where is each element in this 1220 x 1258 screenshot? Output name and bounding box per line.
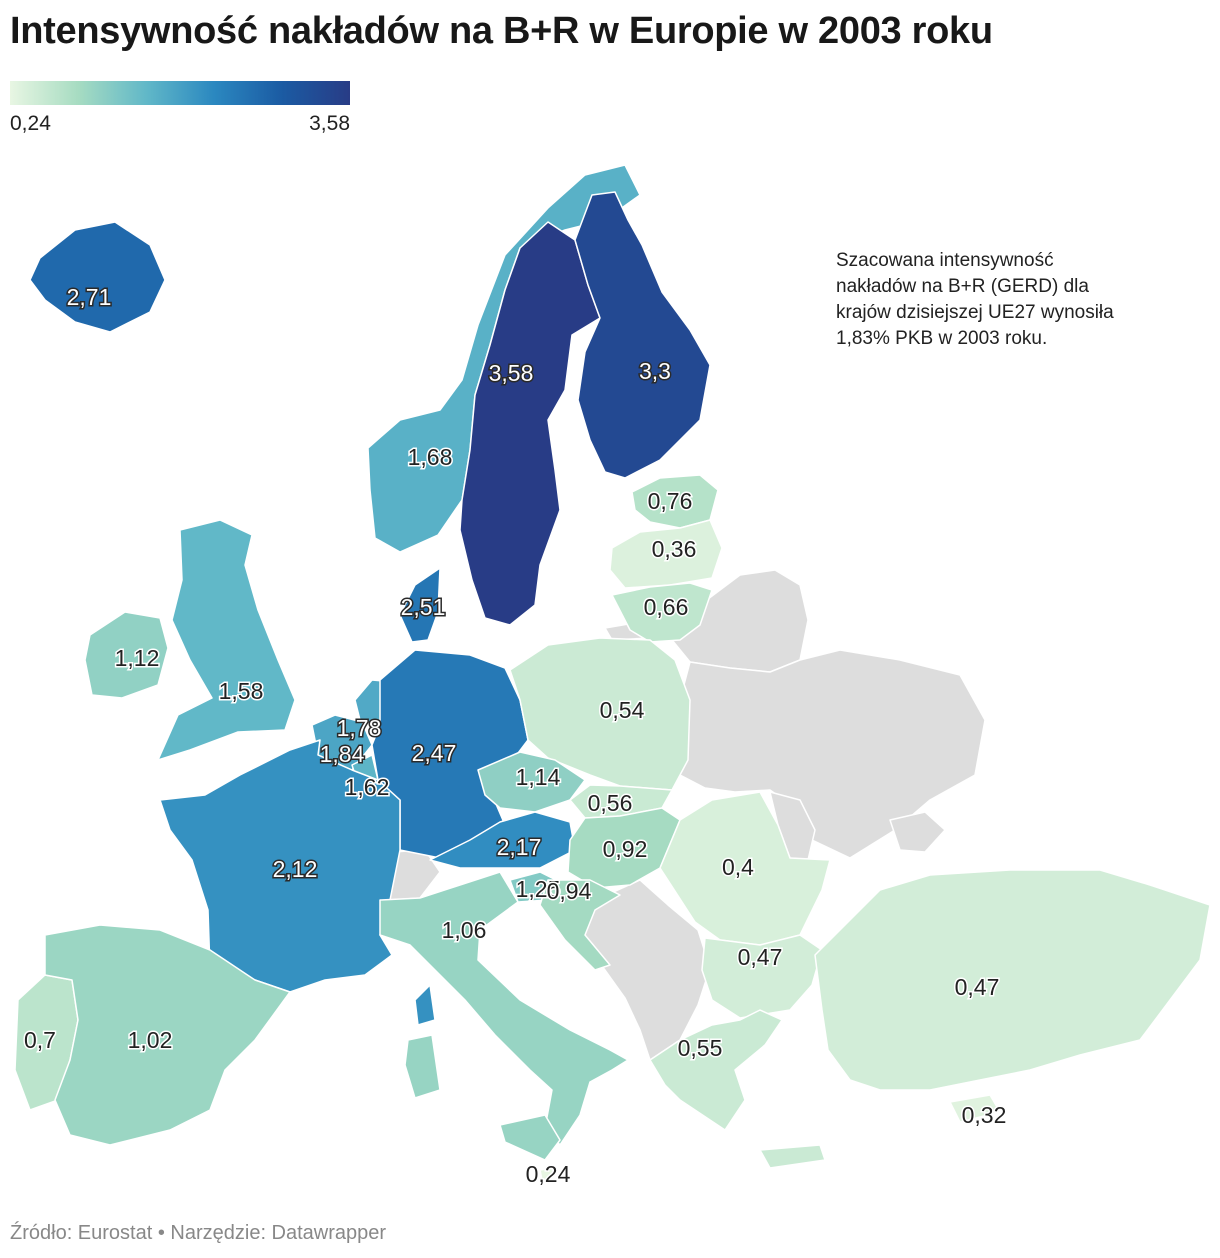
value-label-si: 1,25: [516, 876, 561, 902]
country-ie[interactable]: [84, 611, 169, 699]
country-tr[interactable]: [814, 869, 1211, 1091]
country-hr[interactable]: [539, 879, 621, 971]
value-label-mt: 0,24: [526, 1161, 571, 1187]
value-label-de: 2,47: [412, 740, 457, 766]
value-label-cz: 1,14: [516, 764, 561, 790]
value-label-tr: 0,47: [955, 974, 1000, 1000]
value-label-at: 2,17: [497, 834, 542, 860]
country-es[interactable]: [44, 924, 291, 1146]
country-gr[interactable]: [649, 1009, 783, 1131]
country-it[interactable]: [499, 1114, 561, 1161]
map-title: Intensywność nakładów na B+R w Europie w…: [10, 10, 993, 52]
value-label-pt: 0,7: [24, 1027, 56, 1053]
value-label-pl: 0,54: [600, 697, 645, 723]
country-fr[interactable]: [414, 984, 436, 1026]
value-label-be: 1,84: [320, 741, 365, 767]
value-label-lu: 1,62: [345, 774, 390, 800]
country-no[interactable]: [367, 164, 641, 553]
country-gr[interactable]: [759, 1144, 826, 1169]
value-label-uk: 1,58: [219, 678, 264, 704]
country-fi[interactable]: [574, 191, 711, 479]
country-it[interactable]: [379, 871, 629, 1146]
value-label-bg: 0,47: [738, 944, 783, 970]
value-label-ie: 1,12: [115, 645, 160, 671]
region-crimea: [889, 811, 946, 853]
value-label-cy: 0,32: [962, 1102, 1007, 1128]
value-label-no: 1,68: [408, 444, 453, 470]
value-label-fr: 2,12: [273, 856, 318, 882]
color-legend-bar: [10, 81, 350, 105]
country-pl[interactable]: [509, 637, 691, 791]
value-label-lv: 0,36: [652, 536, 697, 562]
gerd-note: Szacowana intensywność nakładów na B+R (…: [836, 250, 1114, 349]
legend-min-label: 0,24: [10, 112, 51, 135]
source-footer: Źródło: Eurostat • Narzędzie: Datawrappe…: [10, 1222, 387, 1244]
legend-max-label: 3,58: [309, 112, 350, 135]
country-it[interactable]: [404, 1034, 441, 1099]
country-is[interactable]: [29, 221, 166, 333]
country-dk[interactable]: [399, 567, 441, 643]
country-cy[interactable]: [949, 1094, 1001, 1123]
value-label-lt: 0,66: [644, 594, 689, 620]
value-label-sk: 0,56: [588, 790, 633, 816]
value-label-it: 1,06: [442, 917, 487, 943]
value-label-gr: 0,55: [678, 1035, 723, 1061]
value-label-dk: 2,51: [401, 594, 446, 620]
value-label-ee: 0,76: [648, 488, 693, 514]
country-lv[interactable]: [609, 519, 723, 589]
country-bg[interactable]: [701, 934, 823, 1019]
value-label-fi: 3,3: [639, 358, 671, 384]
country-uk[interactable]: [157, 519, 296, 761]
value-label-hu: 0,92: [603, 836, 648, 862]
value-label-se: 3,58: [489, 360, 534, 386]
country-mt[interactable]: [539, 1167, 555, 1181]
country-se[interactable]: [459, 221, 601, 626]
value-label-ro: 0,4: [722, 854, 754, 880]
value-label-nl: 1,78: [337, 715, 382, 741]
country-lt[interactable]: [611, 582, 713, 643]
value-label-es: 1,02: [128, 1027, 173, 1053]
value-label-is: 2,71: [67, 284, 112, 310]
value-label-hr: 0,94: [547, 878, 592, 904]
